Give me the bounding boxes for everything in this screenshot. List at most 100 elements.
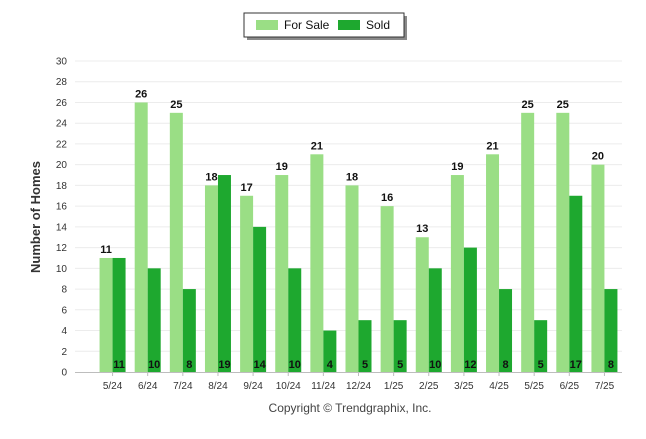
bar-sold-1-25[interactable] xyxy=(393,320,407,372)
data-label-sold: 5 xyxy=(362,359,368,371)
y-tick-label: 0 xyxy=(61,368,67,379)
bar-sold-5-25[interactable] xyxy=(534,320,548,372)
bar-for-sale-5-25[interactable] xyxy=(521,112,535,372)
bar-for-sale-11-24[interactable] xyxy=(310,154,324,372)
legend-swatch-sold xyxy=(338,20,360,30)
bar-for-sale-5-24[interactable] xyxy=(99,257,113,372)
y-tick-label: 16 xyxy=(56,202,68,213)
x-tick-label: 8/24 xyxy=(208,381,228,392)
data-label-for-sale: 21 xyxy=(311,140,323,152)
data-label-sold: 19 xyxy=(218,359,230,371)
x-tick-label: 4/25 xyxy=(489,381,509,392)
bar-for-sale-8-24[interactable] xyxy=(204,185,218,372)
bar-for-sale-1-25[interactable] xyxy=(380,206,394,372)
x-tick-label: 11/24 xyxy=(311,381,336,392)
data-label-for-sale: 11 xyxy=(100,244,112,256)
x-tick-label: 6/24 xyxy=(138,381,158,392)
bar-sold-7-25[interactable] xyxy=(604,289,618,372)
data-label-sold: 5 xyxy=(538,359,544,371)
y-tick-label: 2 xyxy=(61,347,67,358)
legend-label-sold[interactable]: Sold xyxy=(366,18,390,32)
bar-sold-9-24[interactable] xyxy=(253,226,267,372)
x-tick-label: 5/24 xyxy=(103,381,123,392)
data-label-for-sale: 19 xyxy=(451,161,463,173)
y-tick-label: 8 xyxy=(61,285,67,296)
data-label-for-sale: 19 xyxy=(276,161,288,173)
data-label-for-sale: 17 xyxy=(240,182,252,194)
y-axis-label: Number of Homes xyxy=(28,161,43,273)
legend[interactable]: For Sale Sold xyxy=(243,12,407,40)
bar-sold-11-24[interactable] xyxy=(323,330,337,372)
x-tick-label: 10/24 xyxy=(276,381,301,392)
bar-sold-10-24[interactable] xyxy=(288,268,302,372)
data-label-sold: 11 xyxy=(113,359,125,371)
data-label-sold: 8 xyxy=(608,359,614,371)
y-tick-label: 26 xyxy=(56,98,68,109)
bar-sold-6-24[interactable] xyxy=(147,268,161,372)
bar-for-sale-2-25[interactable] xyxy=(415,237,429,372)
data-label-for-sale: 25 xyxy=(522,99,534,111)
data-label-for-sale: 18 xyxy=(346,171,358,183)
data-label-sold: 10 xyxy=(429,359,441,371)
y-tick-label: 20 xyxy=(56,160,68,171)
data-label-sold: 5 xyxy=(397,359,403,371)
bar-for-sale-6-24[interactable] xyxy=(134,102,148,372)
bar-for-sale-3-25[interactable] xyxy=(450,175,464,372)
data-label-for-sale: 25 xyxy=(170,99,182,111)
bar-for-sale-10-24[interactable] xyxy=(275,175,289,372)
bar-sold-2-25[interactable] xyxy=(428,268,442,372)
legend-label-for-sale[interactable]: For Sale xyxy=(284,18,330,32)
data-label-for-sale: 20 xyxy=(592,151,604,163)
x-axis-ticks: 5/24 6/24 7/24 8/24 9/24 10/24 11/24 12/24 1/25 2… xyxy=(103,372,615,392)
y-tick-label: 4 xyxy=(61,326,67,337)
x-tick-label: 9/24 xyxy=(243,381,263,392)
data-label-for-sale: 25 xyxy=(557,99,569,111)
data-label-for-sale: 13 xyxy=(416,223,428,235)
y-tick-label: 18 xyxy=(56,181,68,192)
x-tick-label: 6/25 xyxy=(560,381,580,392)
bar-sold-4-25[interactable] xyxy=(499,289,513,372)
data-label-sold: 8 xyxy=(502,359,508,371)
bar-sold-7-24[interactable] xyxy=(182,289,196,372)
legend-swatch-for-sale xyxy=(256,20,278,30)
data-label-sold: 8 xyxy=(186,359,192,371)
x-tick-label: 7/24 xyxy=(173,381,193,392)
data-labels: 11 11 26 10 25 8 18 19 17 14 19 10 21 4 18 5 16 5 13 10 19 12… xyxy=(100,88,614,371)
data-label-sold: 10 xyxy=(289,359,301,371)
y-tick-label: 30 xyxy=(56,57,68,68)
bar-for-sale-7-25[interactable] xyxy=(591,164,605,372)
y-tick-label: 24 xyxy=(56,119,68,130)
bar-for-sale-12-24[interactable] xyxy=(345,185,359,372)
data-label-for-sale: 18 xyxy=(205,171,217,183)
x-tick-label: 1/25 xyxy=(384,381,404,392)
bars xyxy=(99,102,618,372)
x-tick-label: 2/25 xyxy=(419,381,439,392)
bar-for-sale-4-25[interactable] xyxy=(486,154,500,372)
bar-sold-5-24[interactable] xyxy=(112,257,126,372)
bar-for-sale-7-24[interactable] xyxy=(169,112,183,372)
bar-for-sale-9-24[interactable] xyxy=(240,195,254,372)
bar-sold-3-25[interactable] xyxy=(463,247,477,372)
y-tick-label: 12 xyxy=(56,243,68,254)
y-tick-label: 28 xyxy=(56,77,68,88)
bar-for-sale-6-25[interactable] xyxy=(556,112,570,372)
x-tick-label: 7/25 xyxy=(595,381,615,392)
data-label-for-sale: 16 xyxy=(381,192,393,204)
x-tick-label: 12/24 xyxy=(346,381,371,392)
y-tick-label: 14 xyxy=(56,222,68,233)
bar-sold-8-24[interactable] xyxy=(217,175,231,372)
data-label-sold: 14 xyxy=(253,359,266,371)
data-label-sold: 10 xyxy=(148,359,160,371)
data-label-sold: 4 xyxy=(327,359,334,371)
y-tick-label: 22 xyxy=(56,139,68,150)
bar-sold-6-25[interactable] xyxy=(569,195,583,372)
y-tick-label: 10 xyxy=(56,264,68,275)
bar-sold-12-24[interactable] xyxy=(358,320,372,372)
copyright-footer: Copyright © Trendgraphix, Inc. xyxy=(269,401,432,415)
y-tick-label: 6 xyxy=(61,305,67,316)
data-label-sold: 12 xyxy=(464,359,476,371)
data-label-sold: 17 xyxy=(570,359,582,371)
